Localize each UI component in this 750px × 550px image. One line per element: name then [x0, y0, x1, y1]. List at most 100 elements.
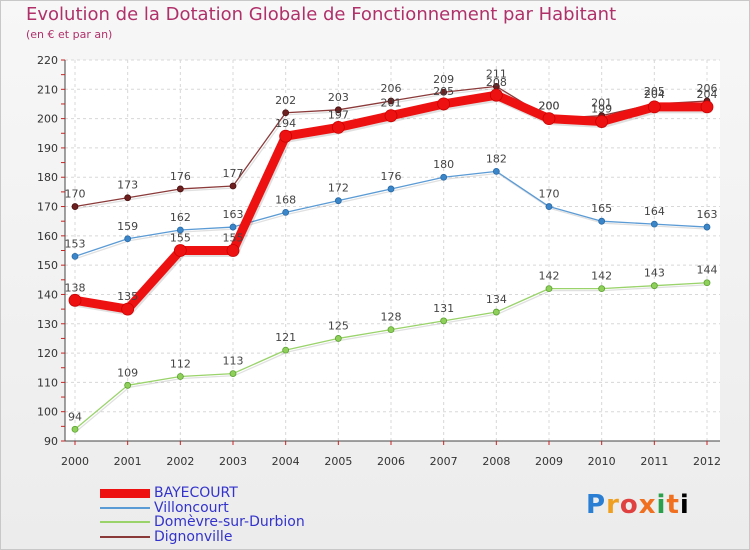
point-domevre — [440, 317, 448, 325]
data-label-dignonville: 205 — [644, 85, 665, 98]
y-tick-label: 200 — [37, 113, 58, 126]
data-label-villoncourt: 182 — [486, 152, 507, 165]
legend-label-dignonville: Dignonville — [154, 528, 233, 545]
point-domevre — [650, 282, 658, 290]
data-label-dignonville: 206 — [697, 82, 718, 95]
y-tick-label: 130 — [37, 318, 58, 331]
x-tick-label: 2006 — [377, 455, 405, 468]
point-villoncourt — [703, 223, 711, 231]
data-label-domevre: 143 — [644, 267, 665, 280]
point-dignonville — [229, 182, 237, 190]
data-label-villoncourt: 164 — [644, 205, 665, 218]
data-label-dignonville: 202 — [275, 94, 296, 107]
proxiti-logo: Proxiti — [586, 490, 690, 520]
y-tick-label: 180 — [37, 171, 58, 184]
y-tick-label: 110 — [37, 376, 58, 389]
point-bayecourt — [121, 302, 135, 316]
x-tick-label: 2004 — [272, 455, 300, 468]
data-label-domevre: 142 — [539, 270, 560, 283]
chart-subtitle: (en € et par an) — [26, 28, 113, 41]
x-tick-label: 2007 — [430, 455, 458, 468]
legend-swatch-dignonville — [100, 535, 150, 538]
point-bayecourt — [489, 88, 503, 102]
data-label-domevre: 142 — [591, 270, 612, 283]
data-label-bayecourt: 197 — [328, 108, 349, 121]
y-tick-label: 210 — [37, 83, 58, 96]
point-villoncourt — [440, 173, 448, 181]
point-villoncourt — [334, 197, 342, 205]
point-bayecourt — [647, 100, 661, 114]
data-label-bayecourt: 201 — [381, 97, 402, 110]
point-dignonville — [71, 203, 79, 210]
data-label-villoncourt: 168 — [275, 193, 296, 206]
x-tick-label: 2010 — [588, 455, 616, 468]
point-villoncourt — [124, 235, 132, 243]
data-label-bayecourt: 155 — [223, 232, 244, 245]
data-label-villoncourt: 162 — [170, 211, 191, 224]
point-bayecourt — [700, 100, 714, 114]
data-label-domevre: 113 — [223, 355, 244, 368]
data-label-bayecourt: 200 — [539, 100, 560, 113]
legend-swatch-villoncourt — [100, 506, 150, 509]
data-label-domevre: 121 — [275, 331, 296, 344]
data-label-villoncourt: 172 — [328, 182, 349, 195]
data-label-bayecourt: 204 — [697, 88, 718, 101]
point-bayecourt — [595, 115, 609, 128]
x-tick-label: 2012 — [693, 455, 721, 468]
point-domevre — [334, 335, 342, 342]
legend: BAYECOURT Villoncourt Domèvre-sur-Durbio… — [100, 485, 305, 545]
data-label-dignonville: 177 — [223, 167, 244, 180]
y-tick-label: 170 — [37, 201, 58, 214]
legend-item-dignonville[interactable]: Dignonville — [100, 528, 305, 545]
point-villoncourt — [598, 217, 606, 225]
data-label-domevre: 109 — [117, 366, 138, 379]
data-label-villoncourt: 163 — [697, 208, 718, 221]
data-label-villoncourt: 159 — [117, 220, 138, 233]
x-tick-label: 2009 — [535, 455, 563, 468]
data-label-domevre: 144 — [697, 264, 718, 277]
x-tick-label: 2011 — [640, 455, 668, 468]
point-domevre — [703, 279, 711, 287]
legend-item-villoncourt[interactable]: Villoncourt — [100, 499, 305, 516]
data-label-bayecourt: 208 — [486, 76, 507, 89]
x-tick-label: 2003 — [219, 455, 247, 468]
data-label-villoncourt: 163 — [223, 208, 244, 221]
legend-swatch-bayecourt — [100, 488, 150, 498]
legend-item-bayecourt[interactable]: BAYECOURT — [100, 485, 305, 502]
y-tick-label: 140 — [37, 288, 58, 301]
point-domevre — [545, 285, 553, 293]
point-dignonville — [282, 109, 290, 117]
y-tick-label: 190 — [37, 142, 58, 155]
point-dignonville — [334, 106, 342, 114]
point-bayecourt — [68, 293, 82, 307]
point-bayecourt — [437, 97, 451, 111]
x-tick-label: 2002 — [166, 455, 194, 468]
chart-title: Evolution de la Dotation Globale de Fonc… — [26, 4, 617, 25]
point-bayecourt — [226, 244, 240, 257]
data-label-villoncourt: 180 — [433, 158, 454, 171]
point-villoncourt — [545, 203, 553, 210]
data-label-bayecourt: 155 — [170, 232, 191, 245]
data-label-domevre: 128 — [381, 311, 402, 324]
data-label-villoncourt: 165 — [591, 202, 612, 215]
point-domevre — [282, 346, 290, 354]
point-domevre — [71, 425, 79, 433]
data-label-domevre: 112 — [170, 358, 191, 371]
data-label-domevre: 94 — [68, 410, 82, 423]
legend-label-villoncourt: Villoncourt — [154, 499, 229, 516]
point-bayecourt — [542, 112, 556, 126]
legend-item-domevre[interactable]: Domèvre-sur-Durbion — [100, 514, 305, 530]
y-tick-label: 100 — [37, 406, 58, 419]
point-villoncourt — [650, 220, 658, 228]
y-tick-label: 90 — [44, 435, 58, 448]
data-label-dignonville: 203 — [328, 91, 349, 104]
data-label-villoncourt: 176 — [381, 170, 402, 183]
y-tick-label: 160 — [37, 230, 58, 243]
point-domevre — [176, 373, 184, 380]
data-label-villoncourt: 153 — [65, 237, 86, 250]
data-label-villoncourt: 170 — [539, 188, 560, 201]
point-villoncourt — [229, 223, 237, 231]
legend-label-bayecourt: BAYECOURT — [154, 485, 238, 502]
data-label-bayecourt: 135 — [117, 290, 138, 303]
